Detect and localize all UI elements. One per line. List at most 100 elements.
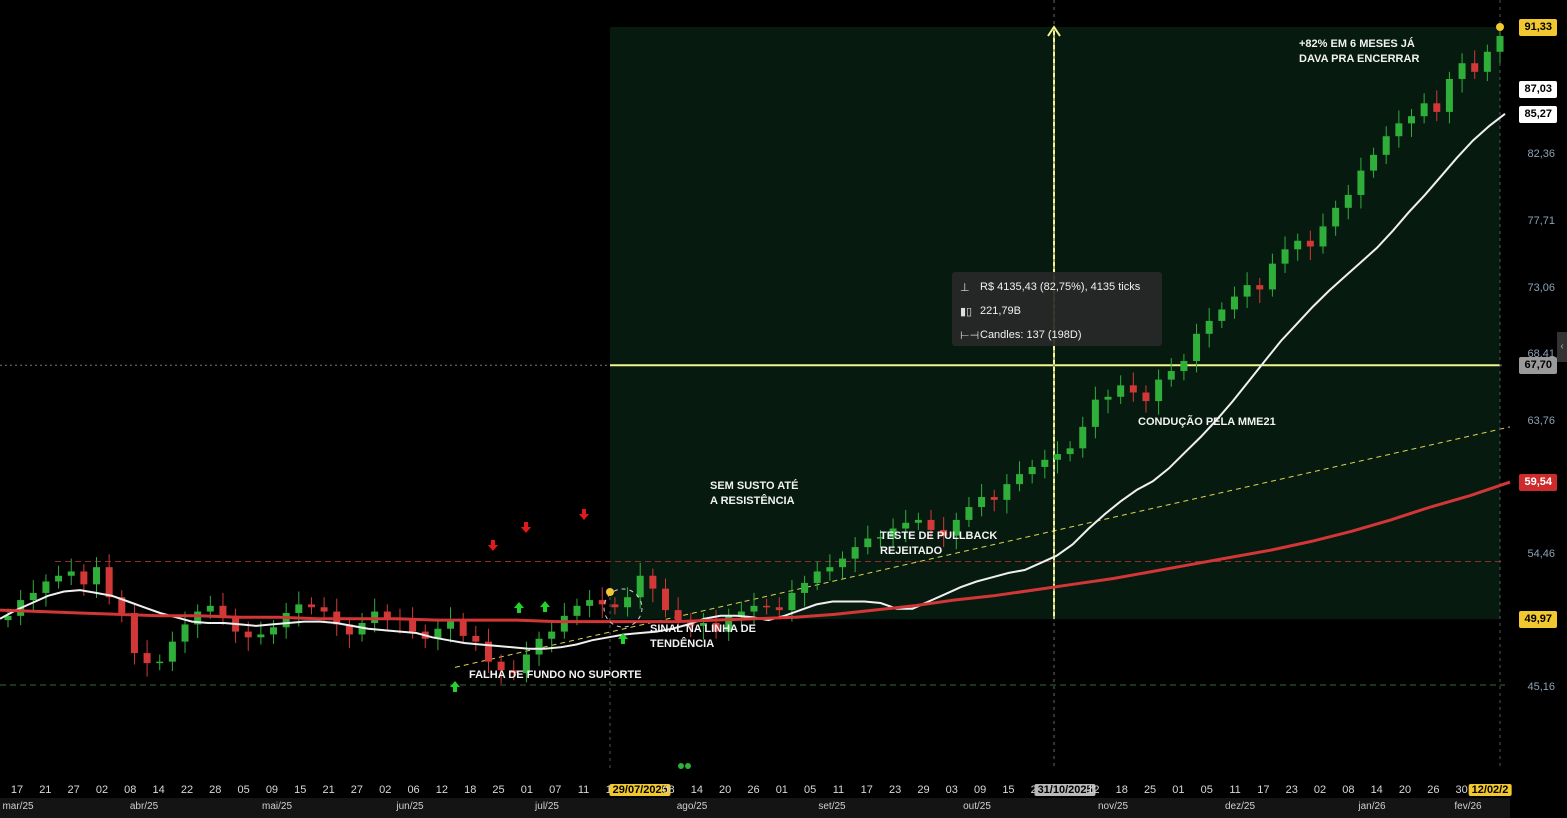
candle-body — [130, 612, 138, 654]
candle-body — [42, 581, 50, 593]
day-label: 18 — [464, 784, 477, 796]
candle-body — [725, 615, 733, 632]
note-pullback: TESTE DE PULLBACK REJEITADO — [880, 530, 998, 557]
candle-body — [965, 507, 973, 520]
day-label: 11 — [577, 784, 590, 796]
sell-arrow-icon — [579, 509, 589, 520]
candle-body — [1458, 63, 1466, 79]
measure-tooltip: ⊥ R$ 4135,43 (82,75%), 4135 ticks ▮▯ 221,7… — [952, 272, 1162, 346]
day-label: 09 — [973, 784, 987, 796]
day-label: 08 — [662, 784, 675, 796]
candle-body — [763, 605, 771, 608]
candle-body — [1332, 207, 1340, 227]
candle-body — [611, 604, 619, 608]
candle-body — [1319, 226, 1327, 247]
day-label: 29 — [917, 784, 930, 796]
candle-body — [978, 497, 986, 508]
candle-body — [295, 604, 303, 613]
day-label: 29/07/2025 — [609, 784, 671, 796]
candle-body — [118, 597, 126, 613]
day-label: 28 — [209, 784, 222, 796]
day-label: 20 — [719, 784, 732, 796]
price-label: 87,03 — [1519, 80, 1557, 98]
candle-body — [801, 582, 809, 593]
day-label: 26 — [747, 784, 760, 796]
price-tick: 77,71 — [1527, 214, 1555, 227]
day-label: 09 — [265, 784, 279, 796]
day-label: 21 — [322, 784, 335, 796]
candle-body — [1294, 240, 1302, 250]
candle-body — [560, 615, 568, 632]
month-label: fev/26 — [1454, 801, 1482, 812]
candle-body — [636, 575, 644, 598]
candle-body — [497, 661, 505, 671]
buy-arrow-icon — [450, 681, 460, 692]
day-label: 23 — [1285, 784, 1298, 796]
candle-body — [168, 641, 176, 662]
day-label: 18 — [1115, 784, 1128, 796]
collapse-panel-icon[interactable]: ‹ — [1557, 332, 1567, 362]
buy-arrow-icon — [618, 633, 628, 644]
candle-body — [1003, 484, 1011, 500]
candle-body — [699, 623, 707, 626]
price-label: 91,33 — [1519, 19, 1557, 36]
price-tick: 82,36 — [1527, 148, 1555, 161]
candle-body — [737, 611, 745, 616]
day-label: 14 — [1370, 784, 1383, 796]
candle-body — [1496, 36, 1504, 52]
day-label: 01 — [520, 784, 533, 796]
day-label: 14 — [690, 784, 703, 796]
month-label: set/25 — [818, 801, 846, 812]
candle-body — [1167, 371, 1175, 380]
candle-body — [1155, 379, 1163, 402]
note-encerrar: +82% EM 6 MESES JÁ DAVA PRA ENCERRAR — [1299, 38, 1420, 65]
candle-body — [813, 571, 821, 583]
candle-body — [1117, 385, 1125, 397]
day-label: 14 — [152, 784, 165, 796]
day-label: 17 — [860, 784, 873, 796]
measure-arrow — [1047, 25, 1061, 37]
candle-body — [624, 597, 632, 608]
candle-body — [1357, 170, 1365, 195]
candle-body — [1243, 285, 1251, 297]
candle-body — [434, 628, 442, 639]
candle-body — [307, 604, 315, 608]
measure-end-dot — [1496, 23, 1504, 31]
price-label: 67,70 — [1519, 357, 1557, 375]
month-axis-bar — [0, 798, 1510, 818]
day-label: 25 — [492, 784, 505, 796]
candle-body — [270, 627, 278, 635]
month-label: jul/25 — [535, 801, 559, 812]
candle-body — [1445, 78, 1453, 112]
candle-body — [1256, 285, 1264, 290]
candle-body — [598, 600, 606, 605]
price-tick: 45,16 — [1527, 681, 1555, 693]
candle-body — [940, 529, 948, 536]
candle-body — [1407, 116, 1415, 124]
price-label: 49,97 — [1519, 611, 1557, 629]
candle-body — [345, 624, 353, 635]
signal-circle — [603, 588, 643, 628]
sell-arrow-icon — [488, 540, 498, 551]
day-label: 30 — [1455, 784, 1468, 796]
day-label: 03 — [945, 784, 958, 796]
note-sinal-tendencia: SINAL NA LINHA DE TENDÊNCIA — [650, 623, 756, 650]
price-tick: 63,76 — [1527, 414, 1555, 427]
day-label: 02 — [379, 784, 392, 796]
day-label: 07 — [549, 784, 562, 796]
candle-body — [586, 600, 594, 606]
day-label: 27 — [350, 784, 364, 796]
measure-candles: Candles: 137 (198D) — [980, 329, 1082, 341]
volume-icon: ▮▯ — [960, 305, 973, 318]
candle-body — [510, 670, 518, 674]
day-label: 05 — [1200, 784, 1213, 796]
buy-arrow-icon — [514, 602, 524, 613]
candle-body — [952, 519, 960, 536]
mme200-line — [0, 480, 1511, 624]
candle-body — [282, 612, 290, 628]
candle-body — [358, 623, 366, 635]
day-label: 12 — [435, 784, 449, 796]
candle-body — [1129, 385, 1137, 393]
price-label: 85,27 — [1519, 105, 1557, 123]
